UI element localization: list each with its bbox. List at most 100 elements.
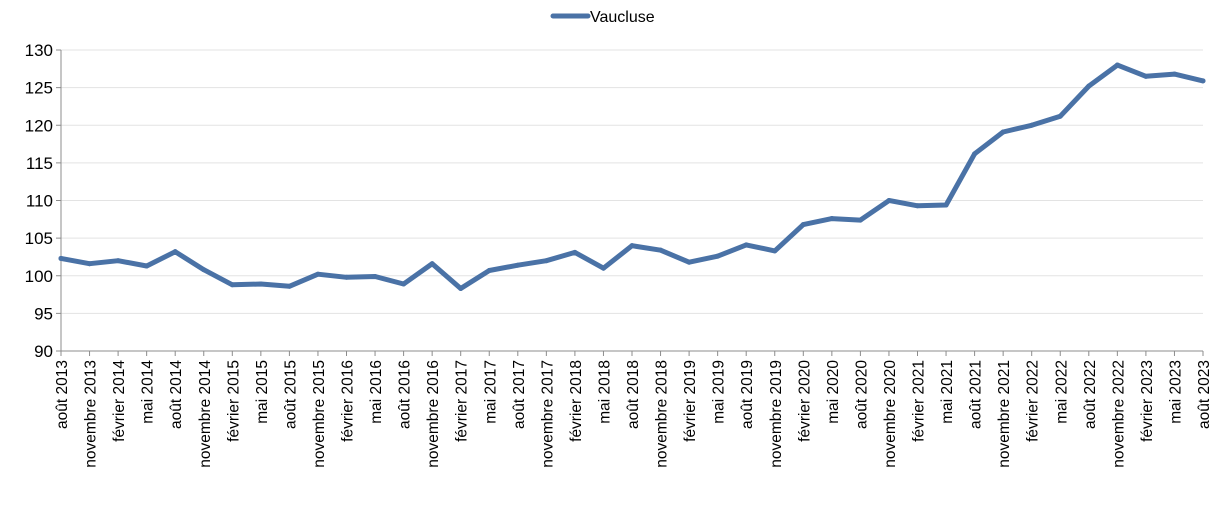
x-tick-label-1: novembre 2013 xyxy=(83,360,100,468)
legend: Vaucluse xyxy=(550,9,655,26)
x-tick-label-19: mai 2018 xyxy=(596,360,613,424)
x-tick-label-25: novembre 2019 xyxy=(768,360,785,468)
x-tick-label-15: mai 2017 xyxy=(482,360,499,424)
data-point xyxy=(972,151,978,157)
data-point xyxy=(543,258,549,264)
data-point xyxy=(1171,71,1177,77)
x-tick-label-23: mai 2019 xyxy=(711,360,728,424)
data-point xyxy=(600,265,606,271)
data-point xyxy=(115,258,121,264)
data-point xyxy=(486,267,492,273)
gridlines xyxy=(61,49,1203,314)
data-point xyxy=(715,253,721,259)
data-point xyxy=(743,242,749,248)
x-tick-label-32: août 2021 xyxy=(968,360,985,429)
data-point xyxy=(87,261,93,267)
x-tick-label-31: mai 2021 xyxy=(939,360,956,424)
x-tick-label-22: février 2019 xyxy=(682,360,699,442)
legend-label-vaucluse: Vaucluse xyxy=(590,9,655,26)
y-tick-label-95: 95 xyxy=(34,304,53,323)
series-layer xyxy=(58,62,1206,292)
data-point xyxy=(1086,83,1092,89)
y-axis-tick-labels: 90 95 100 105 110 115 120 125 130 xyxy=(25,41,53,361)
data-point xyxy=(686,259,692,265)
x-axis-tick-labels: août 2013 novembre 2013 février 2014 mai 20… xyxy=(54,360,1213,468)
data-point xyxy=(915,203,920,209)
data-point xyxy=(172,249,178,255)
x-tick-label-5: novembre 2014 xyxy=(197,360,214,468)
data-point xyxy=(943,202,949,208)
x-tick-label-10: février 2016 xyxy=(340,360,357,442)
y-tick-label-125: 125 xyxy=(25,79,53,98)
x-tick-label-37: novembre 2022 xyxy=(1110,360,1127,468)
x-tick-label-16: août 2017 xyxy=(511,360,528,429)
data-point xyxy=(629,243,635,249)
y-tick-label-115: 115 xyxy=(26,154,53,173)
x-tick-label-28: août 2020 xyxy=(853,360,870,429)
x-tick-label-30: février 2021 xyxy=(911,360,928,442)
y-tick-label-90: 90 xyxy=(34,342,53,361)
y-tick-label-105: 105 xyxy=(25,229,53,248)
data-point xyxy=(829,216,835,222)
data-point xyxy=(1057,113,1063,119)
data-point xyxy=(772,248,778,254)
x-tick-label-24: août 2019 xyxy=(739,360,756,429)
data-point xyxy=(258,281,264,287)
data-point xyxy=(372,274,378,280)
x-tick-label-21: novembre 2018 xyxy=(654,360,671,468)
data-point xyxy=(229,282,235,288)
data-point xyxy=(144,263,150,269)
x-tick-label-13: novembre 2016 xyxy=(425,360,442,468)
data-point xyxy=(429,261,435,267)
x-tick-label-39: mai 2023 xyxy=(1167,360,1184,424)
x-tick-label-3: mai 2014 xyxy=(140,360,157,424)
x-tick-label-27: mai 2020 xyxy=(825,360,842,424)
y-tick-label-110: 110 xyxy=(26,192,53,211)
data-point xyxy=(1143,73,1149,79)
x-tick-label-26: février 2020 xyxy=(796,360,813,442)
data-point xyxy=(886,198,892,203)
data-point xyxy=(658,247,664,253)
x-tick-label-8: août 2015 xyxy=(282,360,299,429)
data-point xyxy=(401,281,407,287)
x-tick-label-35: mai 2022 xyxy=(1053,360,1070,424)
y-tick-label-100: 100 xyxy=(25,267,53,286)
data-point xyxy=(1029,122,1035,128)
x-tick-label-2: février 2014 xyxy=(111,360,128,442)
x-tick-label-20: août 2018 xyxy=(625,360,642,429)
x-tick-label-11: mai 2016 xyxy=(368,360,385,424)
data-point xyxy=(1000,129,1006,135)
x-tick-label-36: août 2022 xyxy=(1082,360,1099,429)
data-point xyxy=(201,267,207,273)
x-tick-label-12: août 2016 xyxy=(397,360,414,429)
data-point xyxy=(857,217,863,223)
data-point xyxy=(1200,78,1206,84)
data-point xyxy=(344,274,349,280)
x-tick-label-18: février 2018 xyxy=(568,360,585,442)
x-tick-label-6: février 2015 xyxy=(225,360,242,442)
data-point xyxy=(515,262,521,268)
data-point xyxy=(800,222,806,228)
x-tick-label-4: août 2014 xyxy=(168,360,185,429)
x-tick-label-40: août 2023 xyxy=(1196,360,1213,429)
data-point xyxy=(286,283,292,289)
x-tick-label-17: novembre 2017 xyxy=(539,360,556,468)
x-tick-label-34: février 2022 xyxy=(1025,360,1042,442)
series-line-vaucluse xyxy=(58,62,1206,291)
data-point xyxy=(458,286,464,292)
x-tick-label-38: février 2023 xyxy=(1139,360,1156,442)
y-tick-label-130: 130 xyxy=(25,41,53,60)
x-tick-label-14: février 2017 xyxy=(454,360,471,442)
data-point xyxy=(1114,62,1120,68)
y-tick-label-120: 120 xyxy=(25,116,53,135)
x-tick-label-9: novembre 2015 xyxy=(311,360,328,468)
data-point xyxy=(315,271,321,277)
data-point xyxy=(572,249,578,255)
x-tick-label-7: mai 2015 xyxy=(254,360,271,424)
x-tick-label-33: novembre 2021 xyxy=(996,360,1013,468)
axes xyxy=(56,49,1204,356)
x-tick-label-0: août 2013 xyxy=(54,360,71,429)
data-point xyxy=(58,255,64,261)
x-tick-label-29: novembre 2020 xyxy=(882,360,899,468)
